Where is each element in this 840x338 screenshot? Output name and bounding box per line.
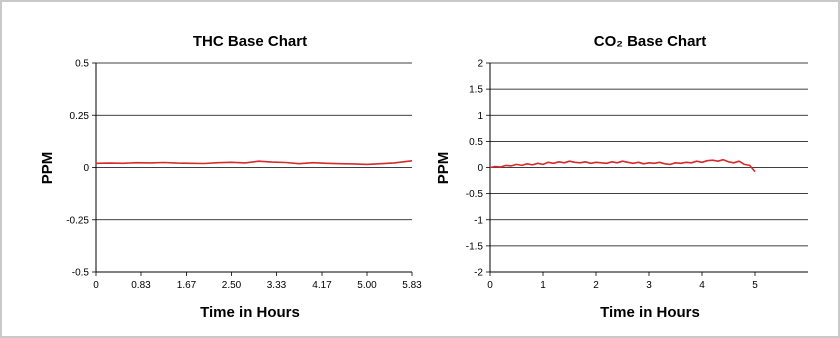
thc-x-tick-label: 5.00 — [357, 280, 377, 291]
co2-x-tick-label: 1 — [540, 280, 546, 291]
thc-x-ticks: 0 0.83 1.67 2.50 3.33 4.17 5.00 5.83 — [93, 280, 422, 291]
co2-y-tick-label: 1.5 — [469, 85, 483, 96]
thc-x-tick-label: 0.83 — [131, 280, 151, 291]
co2-y-tick-label: 1 — [477, 111, 483, 122]
thc-y-tick-label: 0 — [83, 163, 89, 174]
co2-y-tick-label: 0 — [477, 163, 483, 174]
co2-x-tick-label: 2 — [593, 280, 599, 291]
thc-x-tick-label: 5.83 — [402, 280, 422, 291]
co2-x-tick-label: 0 — [487, 280, 493, 291]
co2-series-line — [489, 158, 756, 173]
thc-x-axis-title: Time in Hours — [200, 304, 300, 321]
thc-x-tick-label: 4.17 — [312, 280, 332, 291]
thc-x-tick-label: 0 — [93, 280, 99, 291]
co2-y-tick-label: -1 — [474, 215, 483, 226]
thc-y-axis-title: PPM — [39, 152, 56, 185]
co2-y-tick-label: 0.5 — [469, 137, 483, 148]
thc-y-tick-label: -0.25 — [66, 215, 89, 226]
co2-grid — [486, 62, 808, 276]
co2-y-ticks: 2 1.5 1 0.5 0 -0.5 -1 -1.5 -2 — [466, 59, 484, 279]
co2-chart: CO₂ Base Chart Time in Hours PPM 2 1.5 1 0.… — [435, 33, 808, 321]
co2-y-tick-label: 2 — [477, 59, 483, 70]
co2-x-tick-label: 4 — [699, 280, 705, 291]
thc-y-tick-label: 0.25 — [70, 111, 90, 122]
co2-x-tick-label: 5 — [752, 280, 758, 291]
co2-y-axis-title: PPM — [435, 152, 452, 185]
thc-x-tick-label: 2.50 — [222, 280, 242, 291]
thc-chart: THC Base Chart Time in Hours PPM 0.5 0.25… — [39, 33, 422, 321]
co2-y-tick-label: -0.5 — [466, 189, 484, 200]
co2-series — [489, 158, 756, 173]
co2-y-tick-label: -2 — [474, 268, 483, 279]
thc-x-tick-label: 1.67 — [177, 280, 197, 291]
thc-series-line — [95, 160, 413, 166]
co2-y-tick-label: -1.5 — [466, 241, 484, 252]
co2-x-axis-title: Time in Hours — [600, 304, 700, 321]
co2-chart-title: CO₂ Base Chart — [594, 33, 707, 50]
thc-grid — [92, 62, 413, 276]
thc-series — [95, 160, 413, 166]
co2-x-ticks: 0 1 2 3 4 5 — [487, 280, 758, 291]
thc-x-tick-label: 3.33 — [267, 280, 287, 291]
co2-x-tick-label: 3 — [646, 280, 652, 291]
thc-chart-title: THC Base Chart — [193, 33, 307, 50]
thc-y-tick-label: 0.5 — [75, 59, 89, 70]
thc-y-tick-label: -0.5 — [72, 268, 90, 279]
thc-y-ticks: 0.5 0.25 0 -0.25 -0.5 — [66, 59, 89, 279]
